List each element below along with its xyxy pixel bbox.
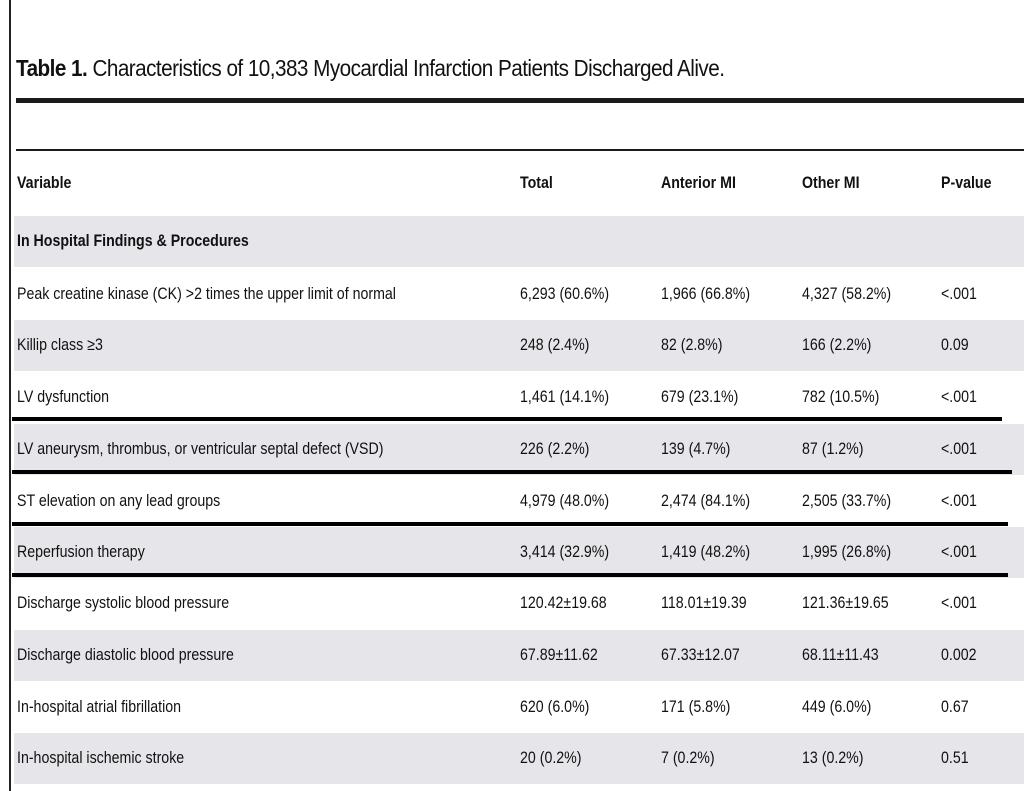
table-title-text: Characteristics of 10,383 Myocardial Inf…: [92, 55, 725, 81]
table-row: LV aneurysm, thrombus, or ventricular se…: [14, 424, 1024, 475]
header-top-rule: [16, 149, 1024, 151]
cell-other-mi: 782 (10.5%): [802, 388, 880, 406]
row-separator-line: [12, 470, 1012, 474]
cell-other-mi: 449 (6.0%): [802, 698, 872, 716]
cell-anterior-mi: 1,966 (66.8%): [661, 285, 751, 303]
header-p-value: P-value: [941, 174, 992, 192]
top-thick-rule: [16, 98, 1024, 103]
cell-anterior-mi: 7 (0.2%): [661, 749, 715, 767]
page-left-rule: [9, 0, 11, 791]
cell-p-value: <.001: [941, 285, 977, 303]
cell-anterior-mi: 1,419 (48.2%): [661, 543, 751, 561]
cell-variable: LV dysfunction: [17, 388, 110, 406]
cell-other-mi: 1,995 (26.8%): [802, 543, 892, 561]
cell-anterior-mi: 679 (23.1%): [661, 388, 739, 406]
cell-p-value: 0.002: [941, 646, 977, 664]
cell-p-value: 0.09: [941, 336, 969, 354]
cell-variable: Discharge systolic blood pressure: [17, 594, 230, 612]
table-title-label: Table 1.: [16, 55, 88, 81]
cell-total: 6,293 (60.6%): [520, 285, 610, 303]
section-label: In Hospital Findings & Procedures: [17, 232, 249, 250]
cell-variable: Reperfusion therapy: [17, 543, 145, 561]
cell-p-value: 0.51: [941, 749, 969, 767]
cell-total: 3,414 (32.9%): [520, 543, 610, 561]
cell-total: 20 (0.2%): [520, 749, 582, 767]
cell-variable: ST elevation on any lead groups: [17, 492, 221, 510]
cell-other-mi: 87 (1.2%): [802, 440, 864, 458]
table-title: Table 1. Characteristics of 10,383 Myoca…: [16, 50, 725, 86]
table-row: Reperfusion therapy 3,414 (32.9%) 1,419 …: [14, 527, 1024, 578]
cell-other-mi: 13 (0.2%): [802, 749, 864, 767]
header-variable: Variable: [17, 174, 72, 192]
cell-total: 226 (2.2%): [520, 440, 590, 458]
cell-variable: LV aneurysm, thrombus, or ventricular se…: [17, 440, 384, 458]
cell-anterior-mi: 82 (2.8%): [661, 336, 723, 354]
header-total: Total: [520, 174, 553, 192]
table-row: LV dysfunction 1,461 (14.1%) 679 (23.1%)…: [14, 372, 1024, 423]
cell-total: 4,979 (48.0%): [520, 492, 610, 510]
cell-total: 67.89±11.62: [520, 646, 598, 664]
cell-variable: In-hospital ischemic stroke: [17, 749, 185, 767]
cell-total: 620 (6.0%): [520, 698, 590, 716]
row-separator-line: [12, 417, 1002, 421]
table-row: Discharge diastolic blood pressure 67.89…: [14, 630, 1024, 681]
row-separator-line: [12, 522, 1008, 526]
cell-p-value: <.001: [941, 440, 977, 458]
cell-variable: Discharge diastolic blood pressure: [17, 646, 234, 664]
cell-other-mi: 166 (2.2%): [802, 336, 872, 354]
section-row: In Hospital Findings & Procedures: [14, 216, 1024, 267]
cell-p-value: <.001: [941, 543, 977, 561]
cell-total: 248 (2.4%): [520, 336, 590, 354]
table-header-row: Variable Total Anterior MI Other MI P-va…: [14, 158, 1024, 209]
cell-p-value: <.001: [941, 594, 977, 612]
cell-p-value: 0.67: [941, 698, 969, 716]
table-row: Killip class ≥3 248 (2.4%) 82 (2.8%) 166…: [14, 320, 1024, 371]
row-separator-line: [12, 573, 1008, 577]
cell-variable: Killip class ≥3: [17, 336, 103, 354]
cell-variable: In-hospital atrial fibrillation: [17, 698, 182, 716]
cell-anterior-mi: 2,474 (84.1%): [661, 492, 751, 510]
cell-anterior-mi: 118.01±19.39: [661, 594, 747, 612]
table-row: ST elevation on any lead groups 4,979 (4…: [14, 476, 1024, 527]
cell-variable: Peak creatine kinase (CK) >2 times the u…: [17, 285, 396, 303]
cell-other-mi: 2,505 (33.7%): [802, 492, 892, 510]
cell-p-value: <.001: [941, 492, 977, 510]
cell-other-mi: 68.11±11.43: [802, 646, 879, 664]
header-other-mi: Other MI: [802, 174, 860, 192]
table-row: In-hospital atrial fibrillation 620 (6.0…: [14, 682, 1024, 733]
cell-total: 1,461 (14.1%): [520, 388, 610, 406]
cell-other-mi: 4,327 (58.2%): [802, 285, 892, 303]
table-row: Discharge systolic blood pressure 120.42…: [14, 578, 1024, 629]
cell-anterior-mi: 67.33±12.07: [661, 646, 740, 664]
header-anterior-mi: Anterior MI: [661, 174, 736, 192]
cell-p-value: <.001: [941, 388, 977, 406]
cell-other-mi: 121.36±19.65: [802, 594, 889, 612]
cell-total: 120.42±19.68: [520, 594, 607, 612]
table-row: Peak creatine kinase (CK) >2 times the u…: [14, 269, 1024, 320]
cell-anterior-mi: 139 (4.7%): [661, 440, 731, 458]
table-row: In-hospital ischemic stroke 20 (0.2%) 7 …: [14, 733, 1024, 784]
cell-anterior-mi: 171 (5.8%): [661, 698, 731, 716]
